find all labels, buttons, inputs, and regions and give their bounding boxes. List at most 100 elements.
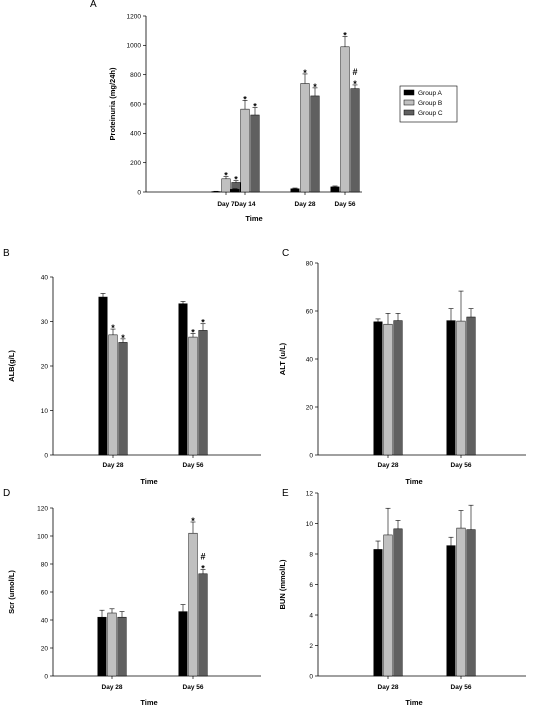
x-tick-label: Day 7 <box>217 201 235 208</box>
y-tick-label: 20 <box>41 363 49 370</box>
y-tick-label: 0 <box>309 452 313 459</box>
bar <box>250 114 260 193</box>
y-tick-label: 400 <box>130 131 141 138</box>
y-tick-label: 4 <box>309 612 313 619</box>
y-axis-label: ALB(g/L) <box>7 350 16 382</box>
x-tick-label: Day 28 <box>102 684 123 691</box>
y-tick-label: 100 <box>37 533 48 540</box>
x-axis-label: Time <box>405 477 422 486</box>
panel-label: A <box>90 0 97 10</box>
legend-label: Group A <box>418 90 443 97</box>
y-tick-label: 30 <box>41 319 49 326</box>
y-tick-label: 200 <box>130 160 141 167</box>
bar <box>300 83 310 193</box>
bar <box>290 188 300 193</box>
y-axis-label: ALT (u/L) <box>278 342 287 375</box>
legend-label: Group C <box>418 110 443 117</box>
bar <box>178 303 188 456</box>
y-tick-label: 1000 <box>127 43 142 50</box>
bar <box>446 545 456 677</box>
y-tick-label: 80 <box>306 260 314 267</box>
significance-asterisk: * <box>343 31 347 41</box>
y-axis-label: BUN (mmol/L) <box>278 559 287 609</box>
bar <box>198 573 208 677</box>
y-tick-label: 10 <box>41 408 49 415</box>
significance-asterisk: * <box>313 82 317 92</box>
y-axis-label: Scr (umol/L) <box>7 570 16 614</box>
bar <box>117 616 127 677</box>
bar <box>330 186 340 193</box>
y-tick-label: 2 <box>309 643 313 650</box>
y-tick-label: 6 <box>309 582 313 589</box>
significance-asterisk: * <box>111 323 115 333</box>
bar <box>98 296 108 456</box>
chart-panel-a: A 0 200 400 600 800 1000 1200 Proteinuria (mg/24… <box>90 0 458 223</box>
x-tick-label: Day 28 <box>103 462 124 469</box>
bar <box>446 320 456 456</box>
bar <box>108 334 118 456</box>
y-tick-label: 600 <box>130 101 141 108</box>
bar <box>373 321 383 456</box>
bar <box>350 88 360 193</box>
bar <box>456 527 466 677</box>
bar <box>456 320 466 456</box>
bar <box>466 316 476 456</box>
chart-panel-d: D 0 20 40 60 80 100 120 Scr (umol/L) Time Day 28 Da… <box>3 488 261 706</box>
significance-asterisk: * <box>121 333 125 343</box>
bar <box>178 611 188 677</box>
y-tick-label: 0 <box>44 673 48 680</box>
significance-hash: # <box>352 67 357 77</box>
significance-asterisk: * <box>201 318 205 328</box>
x-tick-label: Day 56 <box>335 201 356 208</box>
panel-label: B <box>3 248 10 259</box>
legend-swatch <box>403 109 415 116</box>
bar <box>373 549 383 677</box>
significance-asterisk: * <box>224 171 228 181</box>
y-tick-label: 12 <box>306 490 314 497</box>
bar <box>107 612 117 677</box>
x-axis-label: Time <box>140 698 157 706</box>
x-tick-label: Day 28 <box>295 201 316 208</box>
bar <box>340 46 350 193</box>
panel-label: C <box>282 248 289 259</box>
legend-swatch <box>403 89 415 96</box>
x-tick-label: Day 28 <box>378 684 399 691</box>
x-tick-label: Day 28 <box>378 462 399 469</box>
significance-asterisk: * <box>191 516 195 526</box>
bar <box>97 616 107 677</box>
bar <box>383 534 393 677</box>
y-tick-label: 800 <box>130 72 141 79</box>
bar <box>310 95 320 193</box>
bar <box>221 178 231 193</box>
legend-swatch <box>403 99 415 106</box>
chart-panel-e: E 0 2 4 6 8 10 12 BUN (mmol/L) Time Day 28 Day 56 <box>278 488 526 706</box>
panel-label: E <box>282 488 289 499</box>
y-tick-label: 8 <box>309 551 313 558</box>
significance-asterisk: * <box>191 328 195 338</box>
x-tick-label: Day 56 <box>451 684 472 691</box>
y-tick-label: 10 <box>306 521 314 528</box>
bar <box>198 330 208 456</box>
y-tick-label: 0 <box>309 673 313 680</box>
bar <box>230 189 240 193</box>
y-tick-label: 20 <box>306 404 314 411</box>
y-tick-label: 60 <box>306 308 314 315</box>
y-tick-label: 60 <box>41 589 49 596</box>
chart-panel-b: B 0 10 20 30 40 ALB(g/L) Time Day 28 * * Day 56 * * <box>3 248 261 486</box>
y-tick-label: 120 <box>37 505 48 512</box>
bar <box>393 528 403 677</box>
bar <box>383 323 393 456</box>
panel-label: D <box>3 488 10 499</box>
bar <box>188 532 198 677</box>
chart-panel-c: C 0 20 40 60 80 ALT (u/L) Time Day 28 Day 56 <box>278 248 526 486</box>
y-tick-label: 40 <box>306 356 314 363</box>
significance-asterisk: * <box>243 94 247 104</box>
significance-asterisk: * <box>234 175 238 185</box>
bar <box>188 336 198 456</box>
y-axis-label: Proteinuria (mg/24h) <box>108 67 117 140</box>
x-tick-label: Day 56 <box>451 462 472 469</box>
bar <box>211 191 221 193</box>
y-tick-label: 20 <box>41 645 49 652</box>
bar <box>466 529 476 677</box>
x-tick-label: Day 14 <box>235 201 256 208</box>
